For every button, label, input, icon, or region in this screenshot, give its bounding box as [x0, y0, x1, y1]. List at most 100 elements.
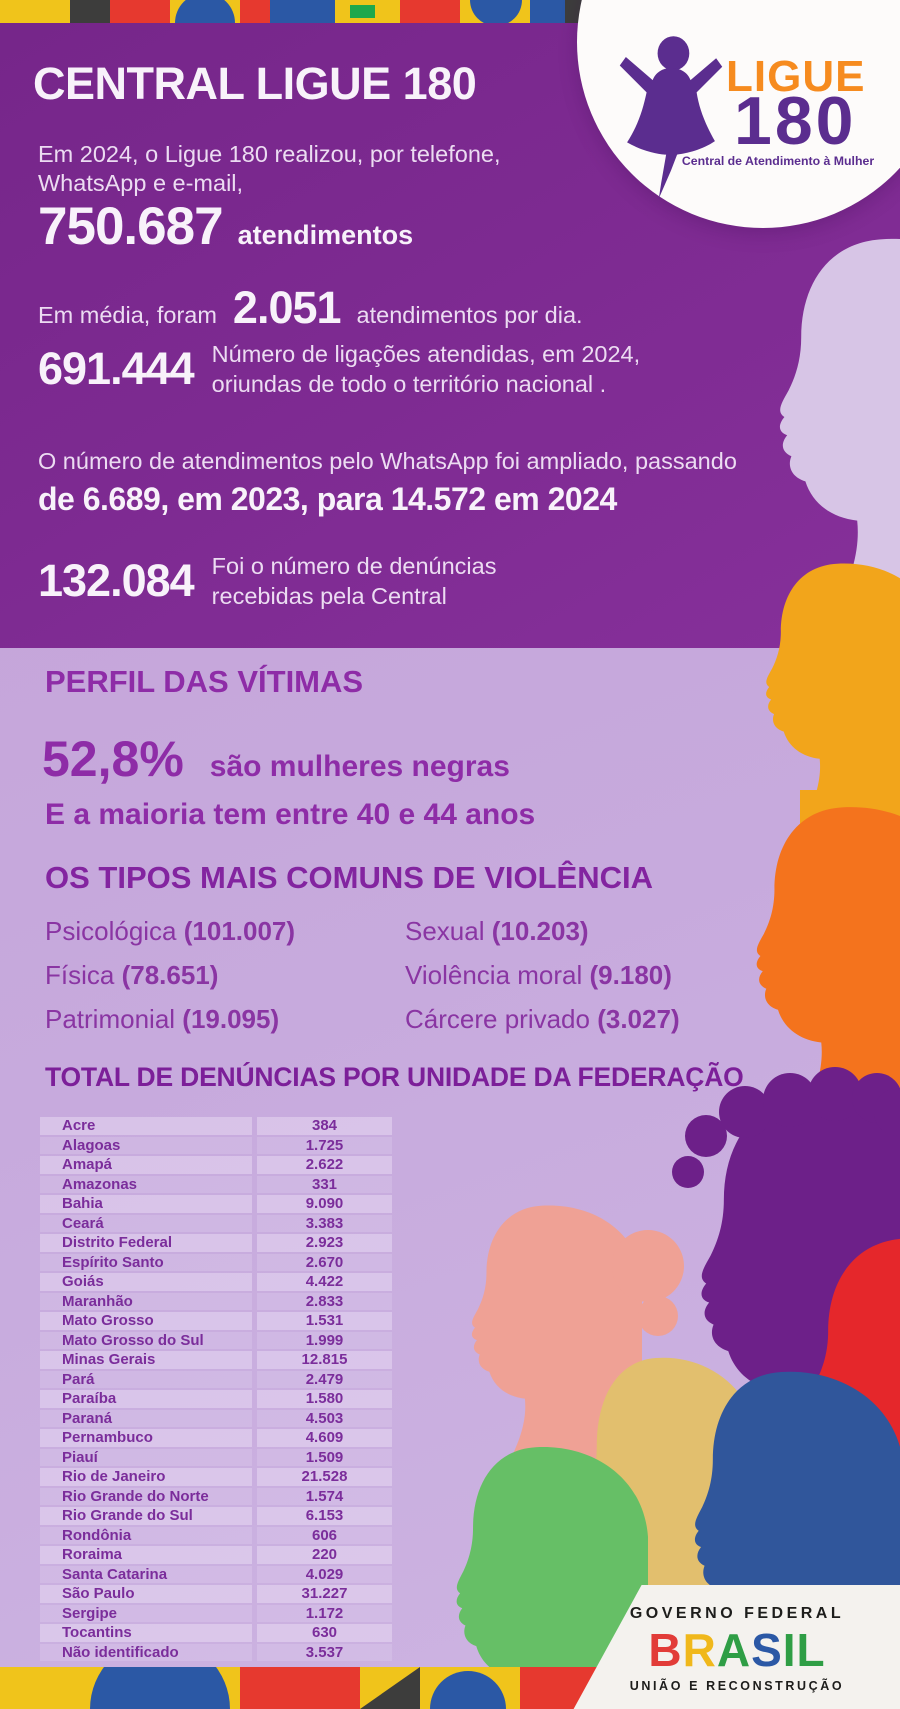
- violence-label: Física: [45, 960, 115, 990]
- silhouette-red: [808, 1238, 900, 1624]
- silhouette-afro-purple: [672, 1067, 900, 1526]
- state-value: 21.528: [257, 1468, 392, 1486]
- violence-value: (78.651): [121, 960, 219, 990]
- state-value: 4.422: [257, 1273, 392, 1291]
- state-value: 12.815: [257, 1351, 392, 1369]
- daily-suffix: atendimentos por dia.: [356, 302, 583, 328]
- state-name: Amapá: [40, 1156, 252, 1174]
- silhouette-salmon: [471, 1205, 684, 1486]
- stat-daily: Em média, foram 2.051 atendimentos por d…: [38, 282, 583, 334]
- daily-value: 2.051: [232, 282, 342, 333]
- table-row: Ceará 3.383: [40, 1214, 392, 1232]
- calls-value: 691.444: [38, 343, 195, 394]
- table-row: Não identificado 3.537: [40, 1643, 392, 1661]
- violence-value: (10.203): [491, 916, 589, 946]
- table-row: Acre 384: [40, 1117, 392, 1135]
- table-row: Mato Grosso do Sul 1.999: [40, 1331, 392, 1349]
- table-row: Sergipe 1.172: [40, 1604, 392, 1622]
- state-name: Piauí: [40, 1448, 252, 1466]
- state-value: 3.383: [257, 1214, 392, 1232]
- state-value: 606: [257, 1526, 392, 1544]
- state-value: 2.923: [257, 1234, 392, 1252]
- state-value: 2.479: [257, 1370, 392, 1388]
- state-name: Paraná: [40, 1409, 252, 1427]
- state-name: Não identificado: [40, 1643, 252, 1661]
- black-women-label: são mulheres negras: [209, 750, 510, 783]
- state-value: 2.670: [257, 1253, 392, 1271]
- state-name: Tocantins: [40, 1624, 252, 1642]
- stat-total-atendimentos: 750.687 atendimentos: [38, 196, 413, 257]
- state-name: Ceará: [40, 1214, 252, 1232]
- state-name: Minas Gerais: [40, 1351, 252, 1369]
- violence-item: Violência moral (9.180): [405, 960, 680, 990]
- violence-grid: Psicológica (101.007) Sexual (10.203) Físi…: [45, 916, 680, 1034]
- brasil-letter: B: [648, 1624, 683, 1676]
- table-row: Paraná 4.503: [40, 1409, 392, 1427]
- state-name: Espírito Santo: [40, 1253, 252, 1271]
- violence-value: (3.027): [597, 1004, 680, 1034]
- table-row: Amapá 2.622: [40, 1156, 392, 1174]
- logo-ligue-text: LIGUE: [726, 52, 866, 101]
- state-value: 2.622: [257, 1156, 392, 1174]
- brasil-letter: L: [796, 1624, 826, 1676]
- state-value: 4.029: [257, 1565, 392, 1583]
- section-heading-table: TOTAL DE DENÚNCIAS POR UNIDADE DA FEDERA…: [45, 1062, 744, 1092]
- state-name: São Paulo: [40, 1585, 252, 1603]
- violence-value: (19.095): [182, 1004, 280, 1034]
- governo-federal-label: GOVERNO FEDERAL: [629, 1605, 845, 1622]
- table-row: Santa Catarina 4.029: [40, 1565, 392, 1583]
- table-row: Minas Gerais 12.815: [40, 1351, 392, 1369]
- state-name: Roraima: [40, 1546, 252, 1564]
- state-value: 3.537: [257, 1643, 392, 1661]
- uf-table: Acre 384 Alagoas 1.725 Amapá 2.622 Amazonas 331…: [40, 1117, 392, 1663]
- state-value: 2.833: [257, 1292, 392, 1310]
- state-value: 1.531: [257, 1312, 392, 1330]
- state-name: Acre: [40, 1117, 252, 1135]
- violence-item: Física (78.651): [45, 960, 405, 990]
- state-value: 1.509: [257, 1448, 392, 1466]
- state-name: Sergipe: [40, 1604, 252, 1622]
- table-row: Espírito Santo 2.670: [40, 1253, 392, 1271]
- state-value: 220: [257, 1546, 392, 1564]
- state-name: Distrito Federal: [40, 1234, 252, 1252]
- calls-description: Número de ligações atendidas, em 2024, o…: [211, 341, 641, 397]
- state-value: 331: [257, 1175, 392, 1193]
- brasil-logo: BRASIL: [574, 1623, 900, 1677]
- state-value: 1.574: [257, 1487, 392, 1505]
- table-row: Rio Grande do Norte 1.574: [40, 1487, 392, 1505]
- table-row: Goiás 4.422: [40, 1273, 392, 1291]
- state-name: Rio Grande do Norte: [40, 1487, 252, 1505]
- brasil-letter: R: [682, 1624, 717, 1676]
- hero-intro-line1: Em 2024, o Ligue 180 realizou, por telef…: [38, 141, 501, 167]
- stat-black-women: 52,8% são mulheres negras: [42, 730, 510, 788]
- black-women-percent: 52,8%: [42, 731, 184, 787]
- brasil-letter: A: [716, 1624, 752, 1676]
- state-value: 630: [257, 1624, 392, 1642]
- section-heading-violence: OS TIPOS MAIS COMUNS DE VIOLÊNCIA: [45, 860, 653, 895]
- silhouette-orange: [756, 807, 900, 1149]
- state-value: 1.999: [257, 1331, 392, 1349]
- state-value: 9.090: [257, 1195, 392, 1213]
- hero-intro-line2: WhatsApp e e-mail,: [38, 170, 244, 197]
- daily-prefix: Em média, foram: [38, 302, 217, 328]
- logo-180-text: 180: [734, 83, 857, 159]
- violence-label: Cárcere privado: [405, 1004, 590, 1034]
- table-row: Roraima 220: [40, 1546, 392, 1564]
- brasil-letter: S: [751, 1624, 783, 1676]
- state-name: Santa Catarina: [40, 1565, 252, 1583]
- state-name: Bahia: [40, 1195, 252, 1213]
- table-row: Rondônia 606: [40, 1526, 392, 1544]
- stat-reports: 132.084 Foi o número de denúncias recebi…: [38, 552, 496, 612]
- state-value: 4.609: [257, 1429, 392, 1447]
- table-row: Piauí 1.509: [40, 1448, 392, 1466]
- stat-calls: 691.444 Número de ligações atendidas, em…: [38, 340, 640, 400]
- state-name: Rio de Janeiro: [40, 1468, 252, 1486]
- state-name: Mato Grosso do Sul: [40, 1331, 252, 1349]
- table-row: Maranhão 2.833: [40, 1292, 392, 1310]
- state-value: 384: [257, 1117, 392, 1135]
- table-row: Bahia 9.090: [40, 1195, 392, 1213]
- state-name: Mato Grosso: [40, 1312, 252, 1330]
- violence-item: Psicológica (101.007): [45, 916, 405, 946]
- state-value: 31.227: [257, 1585, 392, 1603]
- table-row: Pará 2.479: [40, 1370, 392, 1388]
